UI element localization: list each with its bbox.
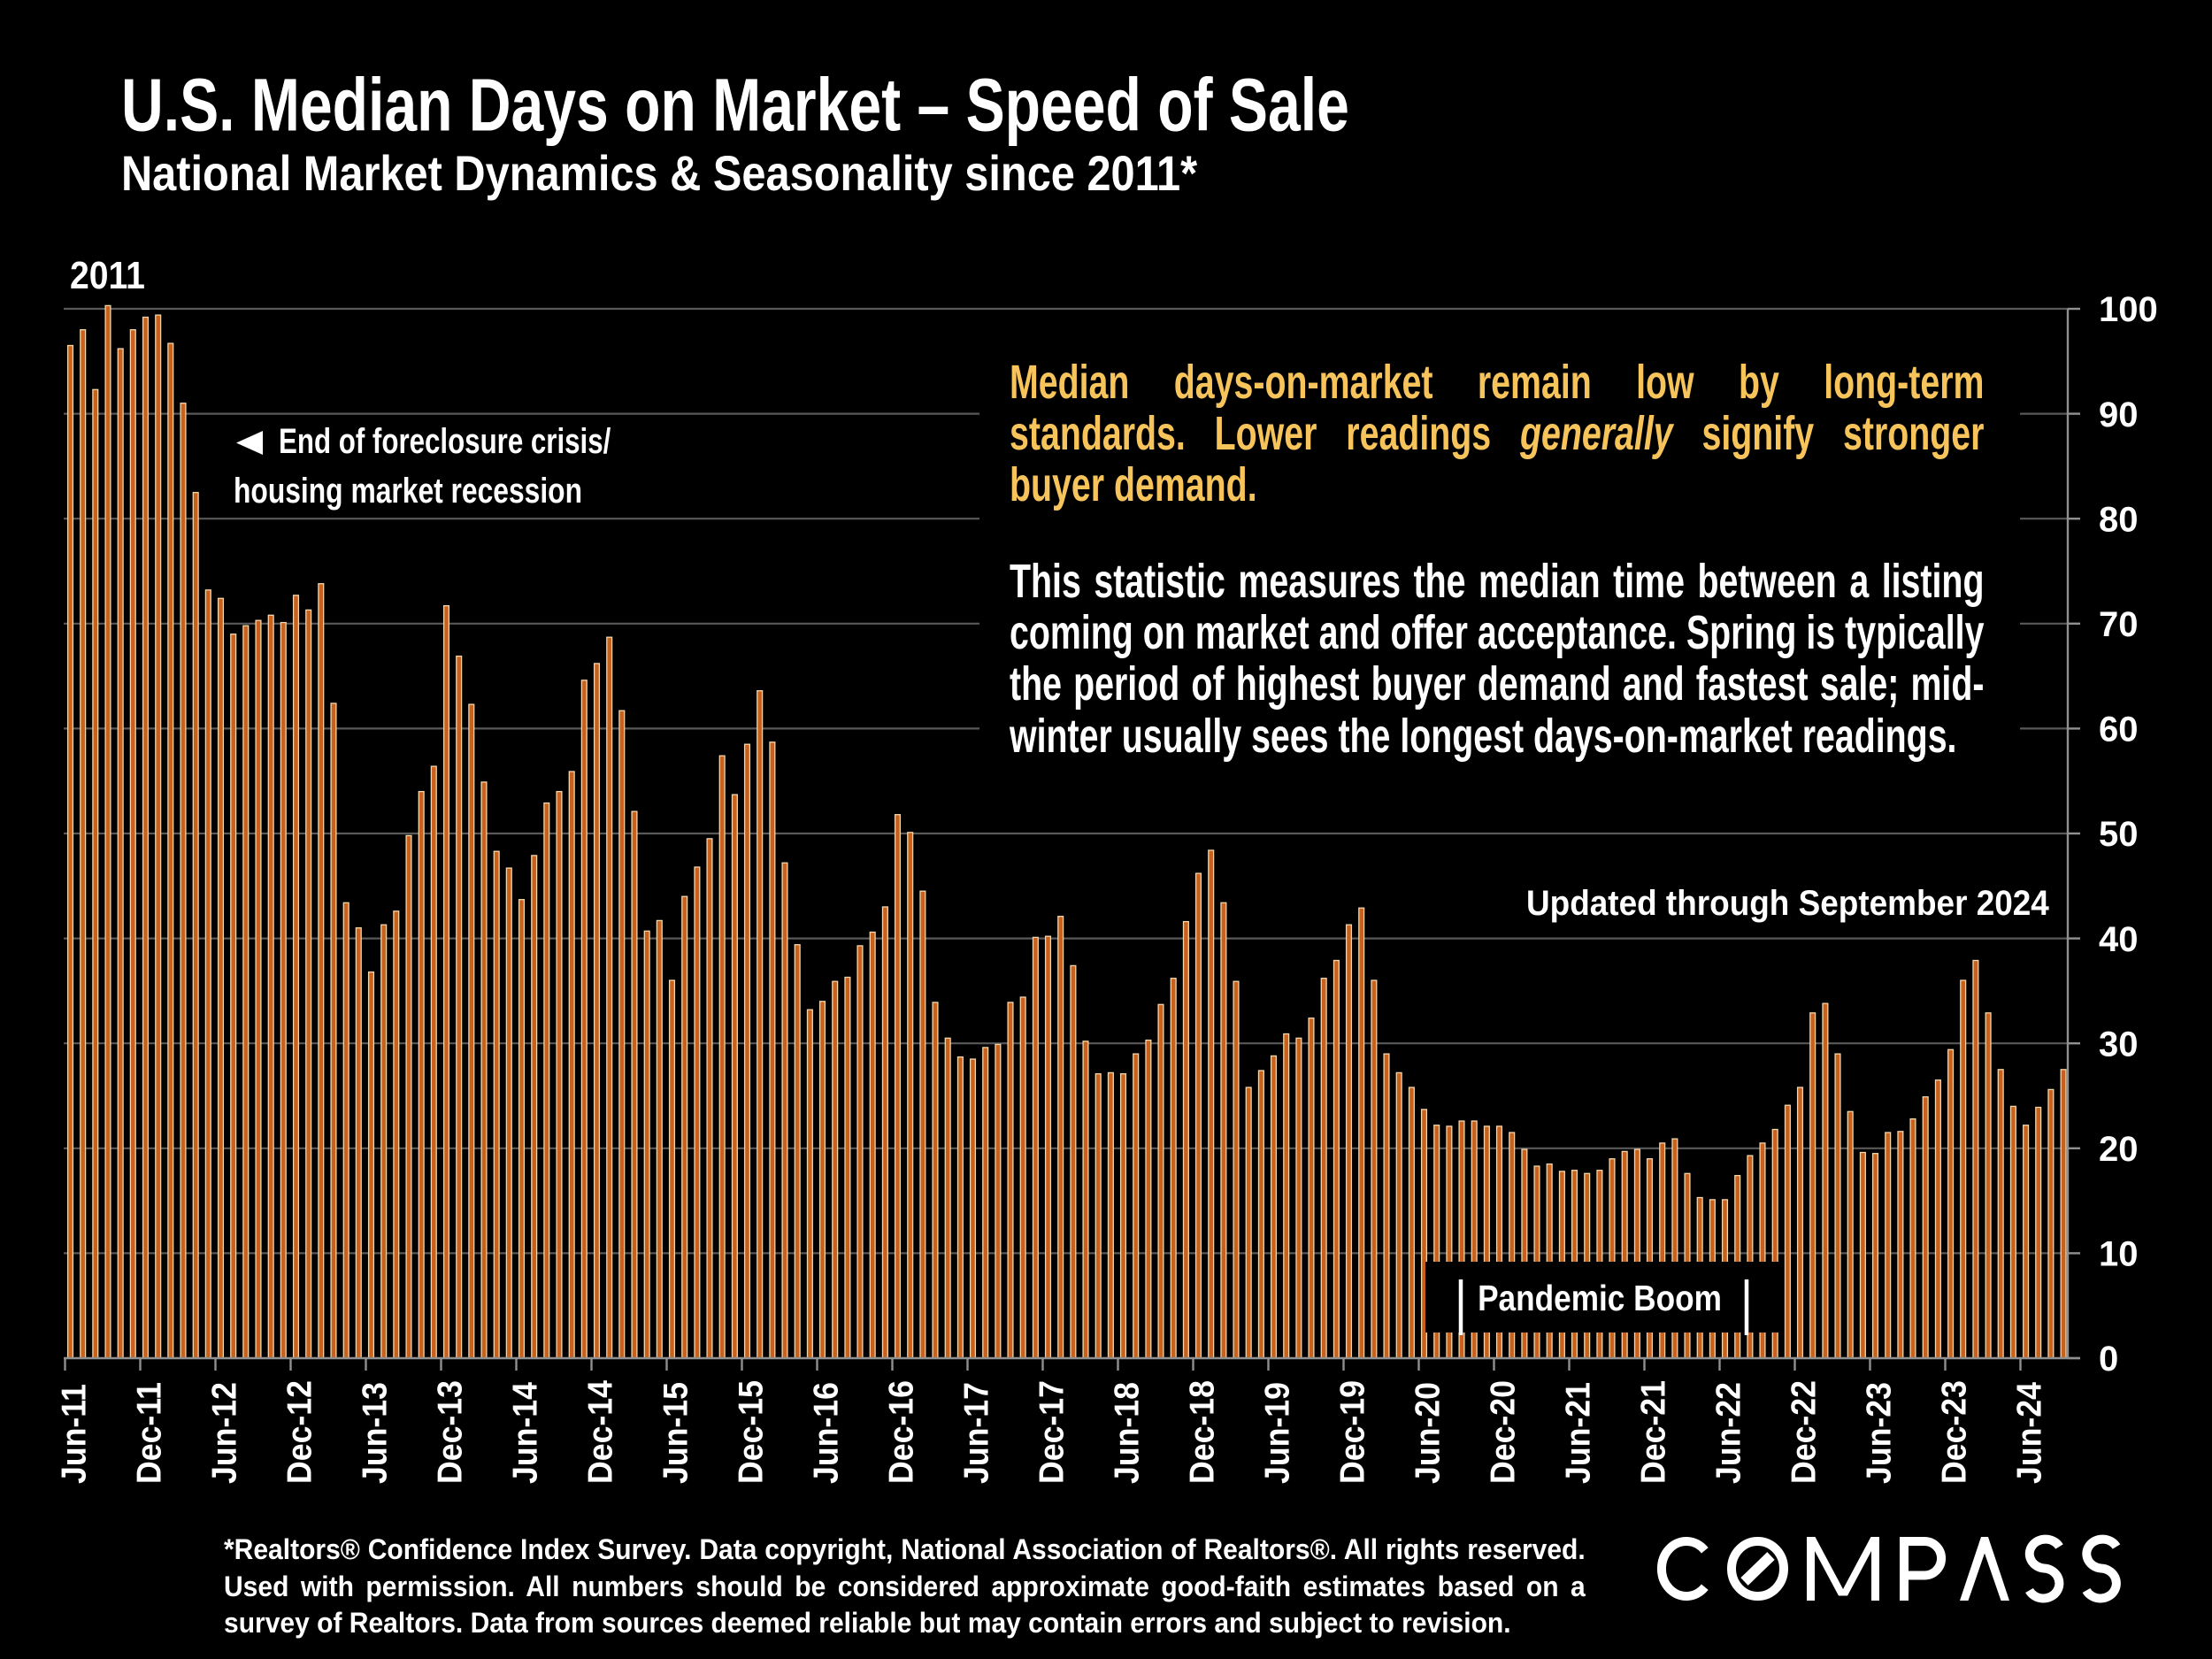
svg-text:Pandemic Boom: Pandemic Boom [1478,1279,1722,1319]
svg-text:End of foreclosure crisis/: End of foreclosure crisis/ [279,421,611,461]
svg-text:2011: 2011 [70,253,145,297]
svg-text:Dec-21: Dec-21 [1633,1380,1672,1484]
svg-text:Updated through September 2024: Updated through September 2024 [1526,884,2049,924]
svg-text:Dec-23: Dec-23 [1934,1380,1973,1484]
svg-text:50: 50 [2099,815,2139,854]
svg-text:Jun-18: Jun-18 [1107,1382,1146,1484]
svg-text:Jun-13: Jun-13 [355,1382,394,1484]
svg-text:Jun-14: Jun-14 [505,1382,544,1484]
svg-text:Jun-23: Jun-23 [1859,1382,1898,1484]
svg-text:20: 20 [2099,1130,2139,1169]
svg-text:Jun-24: Jun-24 [2009,1382,2048,1484]
svg-text:Jun-16: Jun-16 [806,1382,845,1484]
svg-text:10: 10 [2099,1235,2139,1274]
svg-text:60: 60 [2099,710,2139,749]
svg-text:30: 30 [2099,1025,2139,1064]
svg-text:Jun-17: Jun-17 [956,1382,995,1484]
svg-text:Jun-20: Jun-20 [1408,1382,1447,1484]
svg-text:70: 70 [2099,605,2139,644]
svg-text:90: 90 [2099,396,2139,434]
svg-text:80: 80 [2099,500,2139,539]
svg-text:40: 40 [2099,920,2139,959]
svg-text:Dec-19: Dec-19 [1333,1380,1371,1484]
svg-text:Dec-18: Dec-18 [1182,1380,1221,1484]
svg-text:Dec-22: Dec-22 [1784,1380,1823,1484]
svg-text:Jun-19: Jun-19 [1257,1382,1296,1484]
svg-text:Dec-11: Dec-11 [129,1382,168,1484]
svg-text:U.S. Median Days on Market – S: U.S. Median Days on Market – Speed of Sa… [121,65,1349,147]
svg-text:Dec-17: Dec-17 [1032,1380,1071,1484]
svg-text:Jun-21: Jun-21 [1558,1382,1597,1484]
svg-text:Dec-20: Dec-20 [1483,1380,1522,1484]
svg-text:Dec-13: Dec-13 [430,1380,469,1484]
svg-text:Jun-11: Jun-11 [54,1384,93,1484]
svg-text:0: 0 [2099,1340,2118,1379]
svg-text:100: 100 [2099,290,2158,329]
svg-text:Jun-22: Jun-22 [1709,1382,1747,1484]
svg-text:housing market recession: housing market recession [234,470,582,510]
svg-text:Dec-15: Dec-15 [731,1380,770,1484]
svg-text:Jun-15: Jun-15 [656,1382,695,1484]
svg-text:Dec-14: Dec-14 [580,1380,619,1484]
svg-text:Dec-16: Dec-16 [881,1380,920,1484]
svg-text:National Market Dynamics & Sea: National Market Dynamics & Seasonality s… [121,146,1198,202]
svg-text:Dec-12: Dec-12 [280,1380,319,1484]
svg-text:Jun-12: Jun-12 [204,1382,243,1484]
